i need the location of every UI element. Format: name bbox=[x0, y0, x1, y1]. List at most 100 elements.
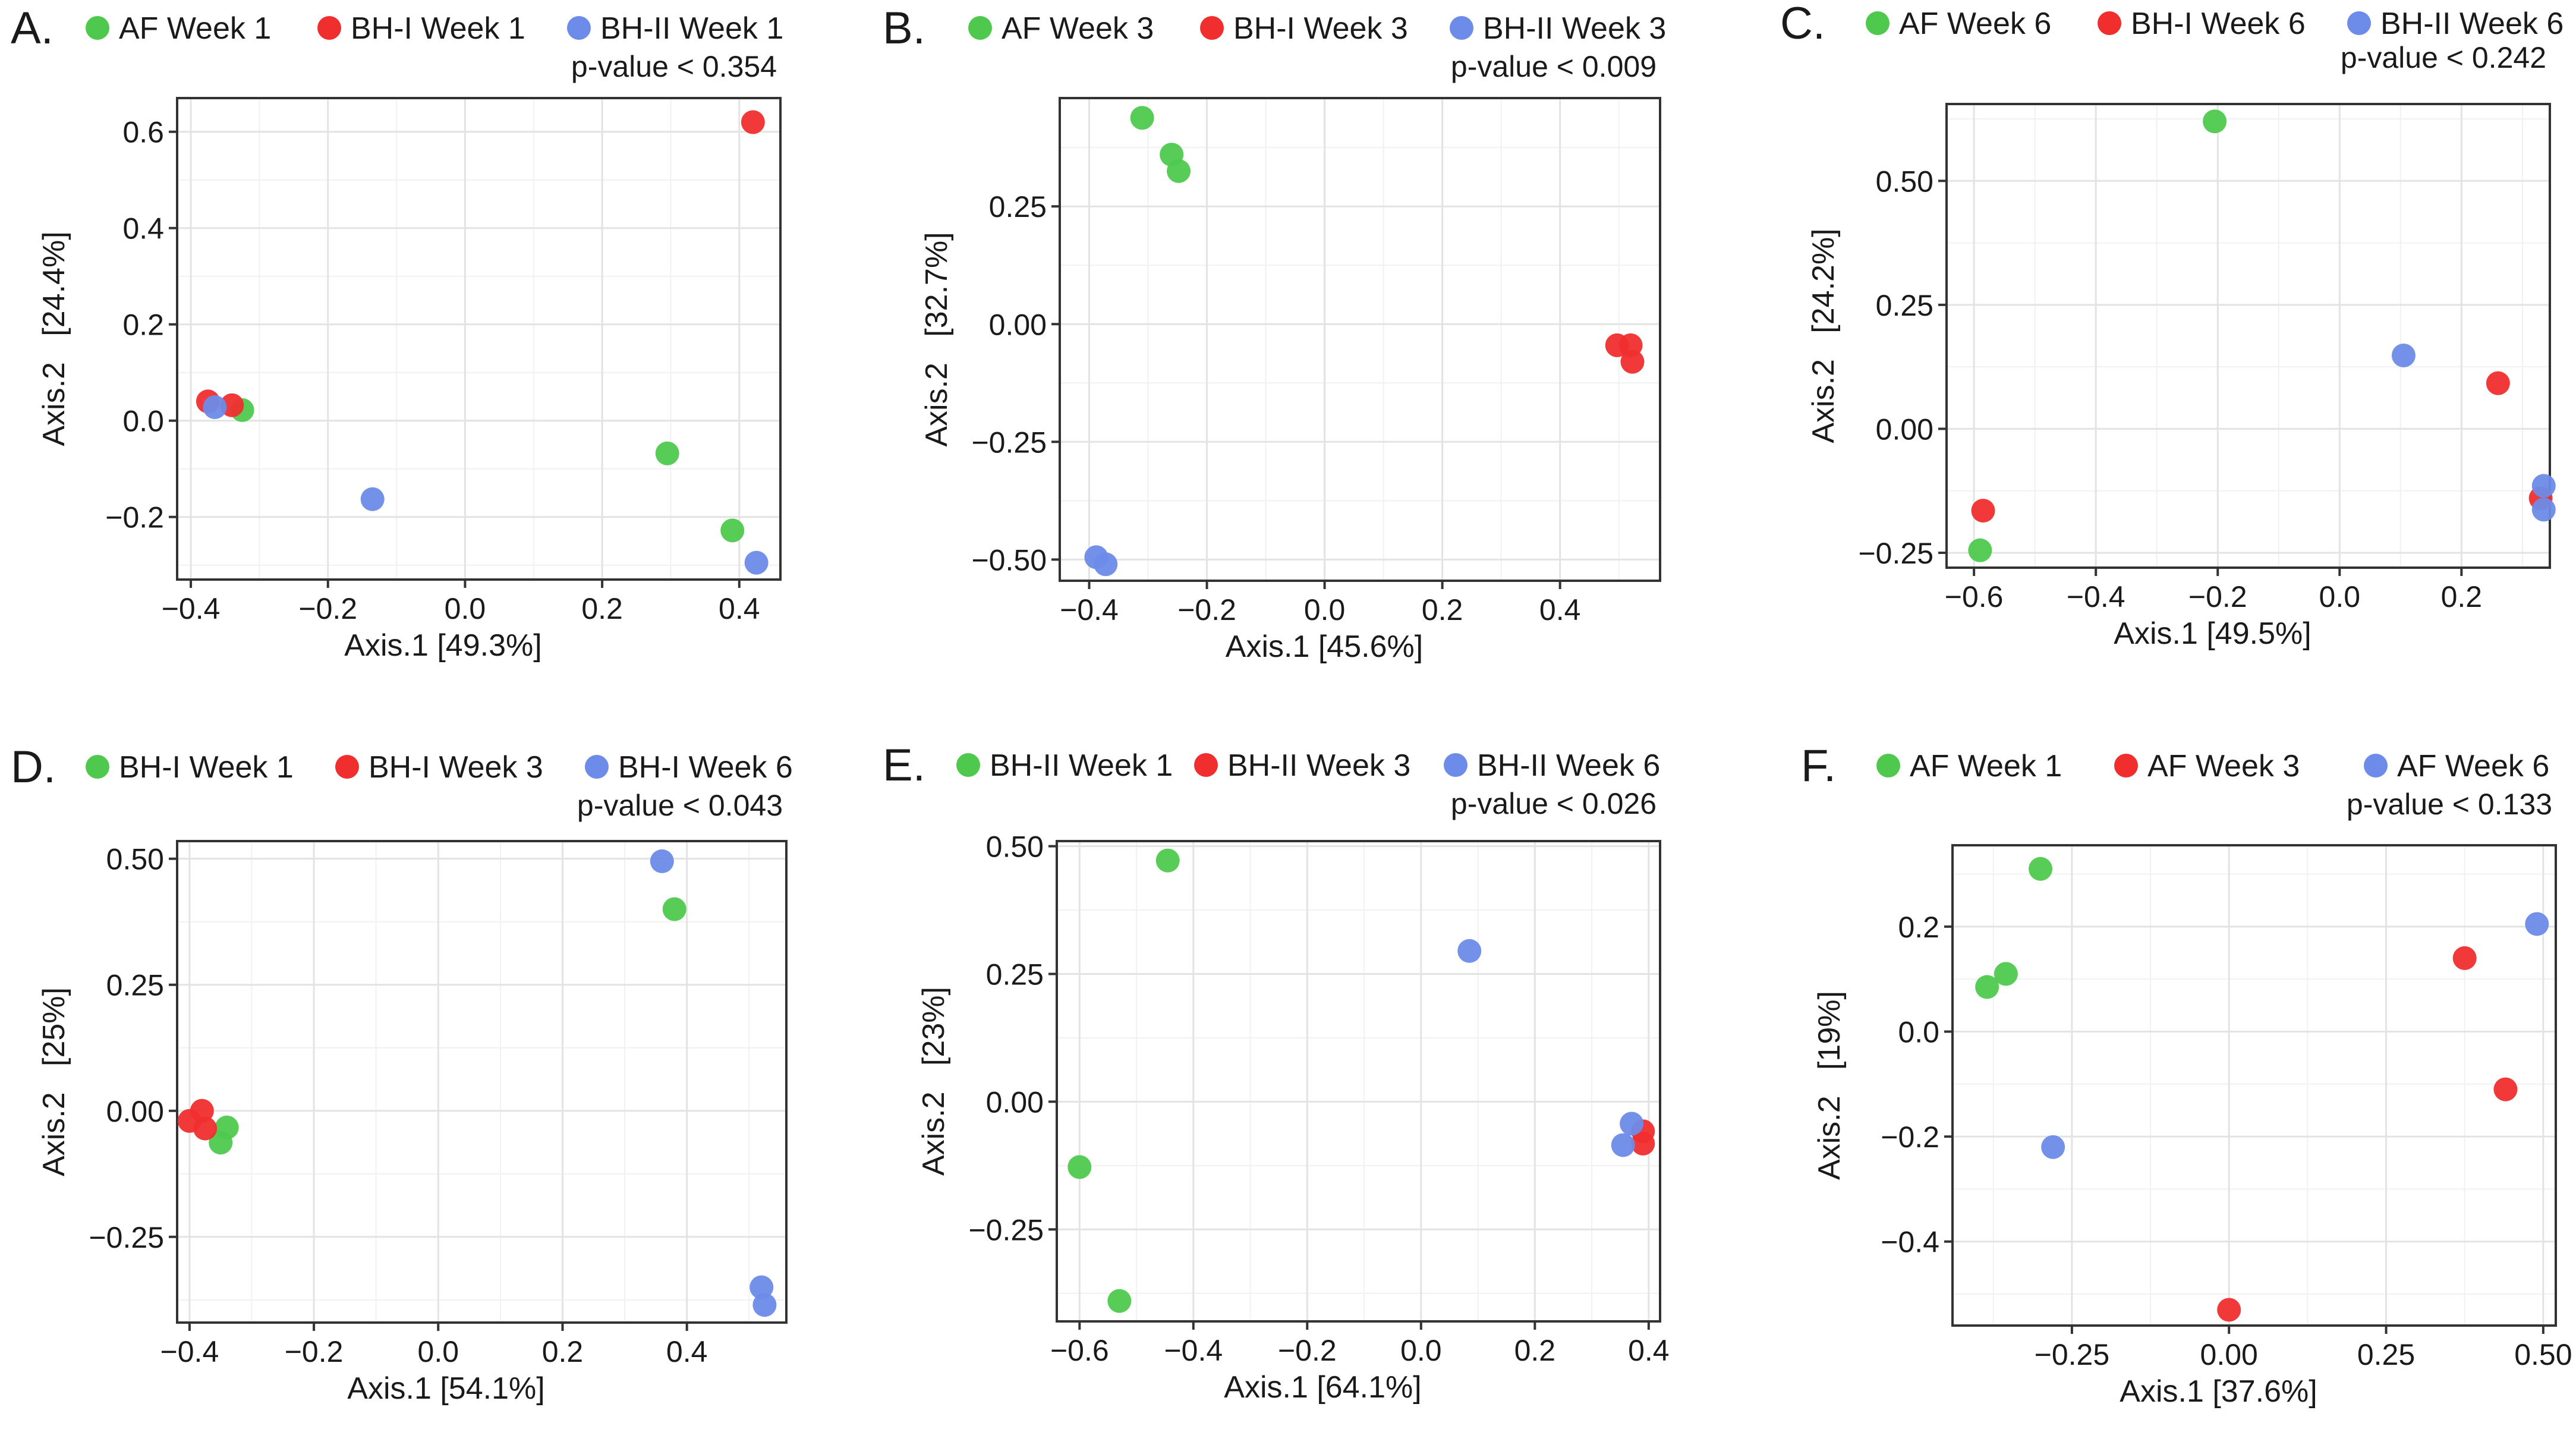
y-tick-label: 0.00 bbox=[986, 1085, 1044, 1119]
panel-b: B. AF Week 3 BH-I Week 3 BH-II Week 3 p-valu… bbox=[883, 3, 1666, 664]
data-point bbox=[2486, 371, 2510, 395]
panel-e: E. BH-II Week 1 BH-II Week 3 BH-II Week 6 p-… bbox=[883, 740, 1670, 1405]
plot-frame bbox=[1945, 103, 2551, 569]
panel-d: D. BH-I Week 1 BH-I Week 3 BH-I Week 6 p-val… bbox=[11, 742, 793, 1406]
x-tick-label: 0.0 bbox=[445, 592, 486, 625]
y-axis-label: Axis.2 [19%] bbox=[1812, 991, 1847, 1180]
y-tick-label: −0.2 bbox=[105, 501, 164, 534]
legend-marker bbox=[968, 16, 992, 40]
data-point bbox=[2203, 109, 2227, 134]
y-tick-label: −0.25 bbox=[89, 1221, 164, 1254]
data-point bbox=[193, 1116, 218, 1141]
legend-entry: BH-I Week 6 bbox=[2131, 7, 2306, 41]
legend-marker bbox=[585, 755, 609, 779]
data-point bbox=[1067, 1155, 1092, 1179]
data-point bbox=[360, 487, 385, 511]
y-tick-label: 0.25 bbox=[106, 969, 164, 1002]
legend-marker bbox=[2364, 754, 2388, 777]
legend-entry: BH-I Week 3 bbox=[1233, 11, 1408, 46]
data-point bbox=[1107, 1289, 1132, 1313]
y-tick-label: 0.25 bbox=[989, 190, 1047, 224]
x-tick-label: 0.0 bbox=[418, 1335, 459, 1368]
plot-background bbox=[1057, 841, 1660, 1321]
panel-a: A. AF Week 1 BH-I Week 1 BH-II Week 1 p-valu… bbox=[11, 3, 783, 663]
y-axis-label: Axis.2 [24.2%] bbox=[1806, 228, 1841, 443]
x-tick-label: −0.2 bbox=[285, 1335, 344, 1368]
legend-entry: BH-I Week 1 bbox=[119, 750, 294, 785]
legend-marker bbox=[567, 16, 591, 40]
panel-label: E. bbox=[883, 740, 925, 791]
plot-background bbox=[1953, 845, 2556, 1326]
y-tick-label: 0.2 bbox=[122, 309, 164, 342]
data-point bbox=[1611, 1133, 1635, 1157]
data-point bbox=[1975, 975, 1999, 999]
data-point bbox=[1167, 159, 1191, 183]
data-point bbox=[1994, 962, 2018, 986]
legend-entry: BH-II Week 1 bbox=[600, 11, 783, 46]
y-tick-label: 0.00 bbox=[989, 308, 1047, 341]
data-point bbox=[2029, 857, 2053, 881]
data-point bbox=[203, 395, 227, 420]
y-tick-label: −0.25 bbox=[968, 1213, 1044, 1246]
data-point bbox=[2452, 946, 2477, 970]
x-tick-label: 0.2 bbox=[1422, 593, 1463, 627]
x-tick-label: −0.6 bbox=[1050, 1334, 1109, 1367]
legend-entry: BH-II Week 3 bbox=[1227, 748, 1410, 783]
x-tick-label: 0.2 bbox=[1514, 1334, 1556, 1367]
plot-background bbox=[177, 98, 780, 580]
y-tick-label: 0.25 bbox=[986, 958, 1044, 991]
legend-marker bbox=[335, 755, 359, 779]
legend-entry: AF Week 3 bbox=[1002, 11, 1154, 46]
x-axis-label: Axis.1 [64.1%] bbox=[1224, 1370, 1421, 1405]
x-axis-label: Axis.1 [49.3%] bbox=[344, 628, 541, 663]
plot-frame bbox=[176, 97, 782, 581]
plot-background bbox=[177, 841, 786, 1323]
x-tick-label: −0.6 bbox=[1945, 580, 2004, 613]
panel-c: C. AF Week 6 BH-I Week 6 BH-II Week 6p-valu… bbox=[1780, 0, 2564, 651]
y-tick-label: 0.6 bbox=[122, 116, 164, 149]
legend-entry: BH-II Week 3 bbox=[1483, 11, 1666, 46]
data-point bbox=[1968, 538, 1992, 562]
panel-label: F. bbox=[1801, 741, 1836, 791]
p-value-annotation: p-value < 0.009 bbox=[1451, 50, 1657, 83]
y-axis-label: Axis.2 [32.7%] bbox=[919, 232, 954, 446]
p-value-annotation: p-value < 0.026 bbox=[1451, 787, 1657, 820]
p-value-annotation: p-value < 0.043 bbox=[577, 789, 783, 822]
data-point bbox=[1631, 1131, 1655, 1156]
y-tick-label: 0.50 bbox=[106, 843, 164, 876]
data-point bbox=[1971, 499, 1995, 523]
x-tick-label: −0.25 bbox=[2035, 1338, 2110, 1371]
x-tick-label: 0.2 bbox=[581, 592, 623, 625]
data-point bbox=[741, 110, 765, 134]
p-value-annotation: p-value < 0.242 bbox=[2341, 41, 2546, 74]
data-point bbox=[209, 1131, 233, 1155]
x-tick-label: 0.2 bbox=[542, 1335, 584, 1368]
plot-background bbox=[1060, 98, 1660, 581]
data-point bbox=[2391, 343, 2416, 367]
y-axis-label: Axis.2 [25%] bbox=[37, 987, 71, 1176]
legend-marker bbox=[1450, 16, 1473, 40]
legend-entry: BH-II Week 1 bbox=[990, 748, 1173, 783]
x-tick-label: 0.4 bbox=[1628, 1334, 1670, 1367]
x-tick-label: 0.4 bbox=[666, 1335, 708, 1368]
y-tick-label: −0.2 bbox=[1881, 1120, 1939, 1154]
x-tick-label: −0.2 bbox=[1278, 1334, 1337, 1367]
data-point bbox=[2493, 1077, 2518, 1101]
legend-marker bbox=[1200, 16, 1224, 40]
y-tick-label: 0.0 bbox=[122, 405, 164, 438]
y-tick-label: 0.50 bbox=[1876, 165, 1933, 198]
legend-marker bbox=[2347, 11, 2371, 35]
p-value-annotation: p-value < 0.354 bbox=[571, 50, 777, 83]
legend-entry: AF Week 3 bbox=[2147, 749, 2300, 783]
data-point bbox=[752, 1293, 777, 1317]
data-point bbox=[720, 518, 745, 543]
x-tick-label: 0.25 bbox=[2357, 1338, 2415, 1371]
data-point bbox=[1094, 552, 1118, 577]
legend-marker bbox=[86, 755, 109, 779]
data-point bbox=[2525, 912, 2549, 936]
legend-entry: BH-I Week 6 bbox=[618, 750, 793, 785]
x-tick-label: 0.0 bbox=[1304, 593, 1346, 627]
legend-marker bbox=[86, 16, 109, 40]
data-point bbox=[2041, 1135, 2065, 1159]
